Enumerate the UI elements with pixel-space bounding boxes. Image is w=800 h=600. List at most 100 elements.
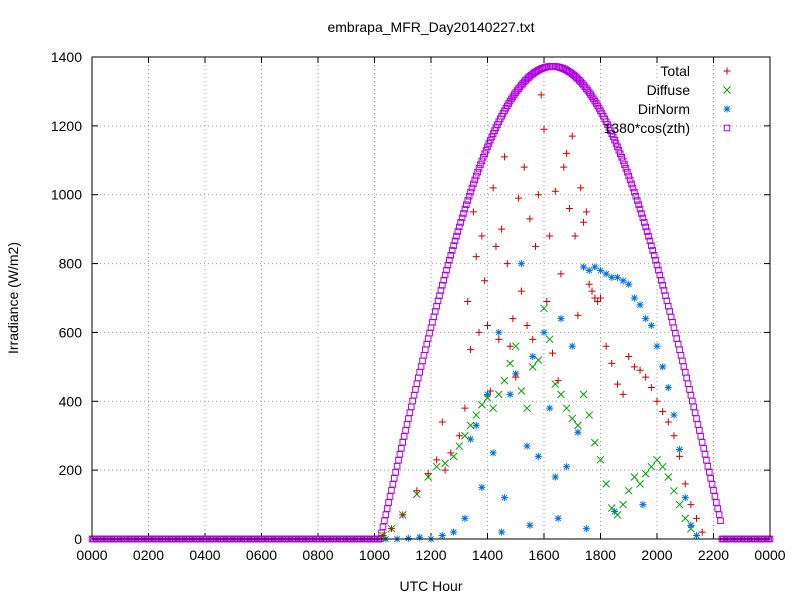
- model-point: [433, 302, 440, 310]
- legend-label: Total: [660, 63, 690, 79]
- x-axis-label: UTC Hour: [399, 578, 462, 594]
- data-point: [619, 390, 627, 398]
- model-point: [631, 188, 638, 196]
- model-point: [680, 363, 688, 370]
- model-point: [665, 302, 672, 310]
- x-tick-label: 1800: [585, 547, 616, 563]
- model-point: [407, 403, 415, 411]
- model-point: [416, 368, 423, 376]
- model-point: [650, 251, 658, 259]
- model-point: [616, 150, 624, 158]
- data-point: [574, 311, 582, 319]
- model-point: [649, 247, 657, 254]
- data-point: [455, 442, 464, 450]
- data-point: [676, 452, 684, 460]
- model-point: [677, 351, 685, 359]
- data-point: [534, 356, 543, 364]
- model-point: [679, 357, 686, 365]
- data-point: [526, 521, 534, 529]
- model-point: [705, 468, 713, 476]
- y-tick-label: 600: [59, 324, 83, 340]
- data-point: [537, 91, 545, 99]
- data-point: [438, 532, 446, 540]
- data-point: [647, 462, 656, 471]
- data-point: [489, 404, 498, 413]
- data-point: [494, 390, 503, 399]
- y-tick-label: 1400: [51, 49, 82, 65]
- data-point: [574, 428, 582, 436]
- data-point: [630, 363, 638, 371]
- model-point: [386, 493, 394, 500]
- model-point: [393, 462, 401, 470]
- model-point: [392, 468, 399, 476]
- model-point: [381, 517, 388, 525]
- model-point: [420, 351, 428, 359]
- data-point: [588, 287, 596, 295]
- data-point: [489, 184, 497, 192]
- data-point: [664, 418, 672, 426]
- data-point: [582, 208, 590, 216]
- model-point: [419, 357, 426, 365]
- model-point: [412, 386, 419, 393]
- data-point: [416, 533, 424, 541]
- data-point: [676, 445, 684, 453]
- data-point: [450, 528, 458, 536]
- data-point: [432, 462, 441, 471]
- model-point: [455, 223, 463, 231]
- data-point: [469, 208, 477, 216]
- data-point: [424, 470, 432, 478]
- model-point: [414, 374, 422, 382]
- model-point: [633, 197, 641, 204]
- data-point: [461, 514, 469, 522]
- model-point: [429, 318, 436, 326]
- model-point: [388, 487, 395, 494]
- model-point: [474, 168, 481, 176]
- data-point: [658, 462, 667, 471]
- data-point: [596, 455, 605, 464]
- data-point: [590, 438, 599, 447]
- model-point: [636, 205, 644, 213]
- data-point: [506, 359, 514, 368]
- data-point: [579, 390, 588, 399]
- y-tick-label: 800: [59, 256, 83, 272]
- series-total: [379, 91, 706, 540]
- data-point: [563, 463, 571, 471]
- model-point: [640, 219, 648, 226]
- data-point: [636, 480, 644, 488]
- data-point: [461, 404, 469, 412]
- x-tick-label: 0200: [133, 547, 164, 563]
- data-point: [379, 532, 387, 540]
- model-point: [642, 223, 650, 231]
- data-point: [554, 514, 562, 522]
- data-point: [560, 163, 568, 171]
- data-point: [624, 486, 633, 495]
- model-point: [711, 493, 719, 500]
- legend: Total Diffuse DirNorm 1380*cos(zth): [604, 63, 731, 136]
- model-point: [441, 271, 449, 279]
- model-point: [639, 214, 647, 222]
- data-point: [641, 469, 650, 478]
- data-point: [534, 452, 542, 460]
- model-point: [656, 271, 664, 279]
- y-tick-label: 400: [59, 393, 83, 409]
- model-point: [379, 523, 387, 531]
- data-point: [509, 315, 517, 323]
- x-tick-label: 0400: [189, 547, 220, 563]
- model-point: [402, 427, 409, 434]
- model-point: [417, 363, 425, 370]
- data-point: [693, 532, 701, 540]
- data-point: [568, 342, 576, 350]
- model-point: [684, 380, 692, 387]
- data-point: [681, 480, 689, 488]
- data-point: [591, 263, 599, 271]
- data-point: [498, 528, 506, 536]
- model-point: [396, 450, 404, 458]
- axis-ticks: 0000 0200 0400 0600 0800 1000 1200 1400 1600 1800…: [51, 49, 786, 563]
- x-tick-label: 1400: [472, 547, 503, 563]
- data-point: [441, 459, 449, 468]
- data-point: [528, 363, 537, 371]
- model-point: [398, 444, 405, 452]
- model-point: [652, 256, 659, 264]
- data-point: [647, 384, 655, 392]
- model-point: [444, 261, 452, 269]
